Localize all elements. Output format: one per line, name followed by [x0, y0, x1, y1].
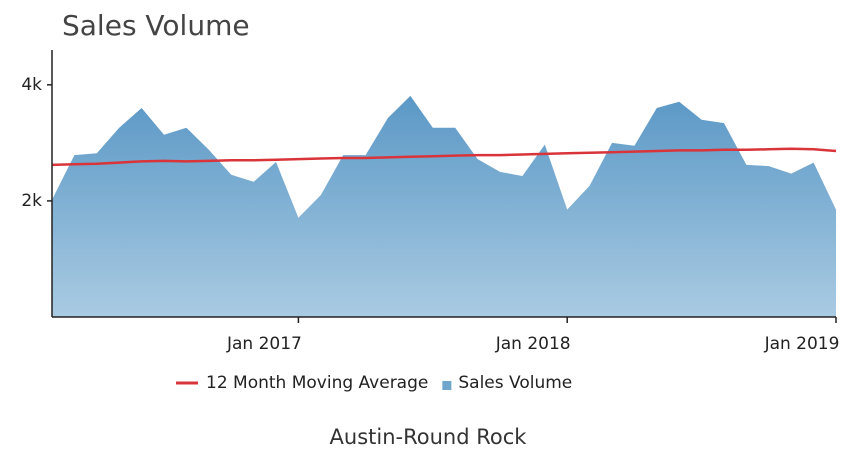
legend-swatch [442, 381, 452, 390]
x-tick-label: Jan 2019 [764, 334, 840, 354]
y-tick-label: 4k [21, 75, 42, 95]
legend-label: 12 Month Moving Average [206, 373, 428, 393]
legend-label: Sales Volume [458, 373, 572, 393]
line [51, 147, 837, 167]
x-tick-label: Jan 2018 [495, 334, 571, 354]
y-tick-label: 2k [21, 191, 42, 211]
chart-title: Sales Volume [62, 9, 250, 42]
x-tick-label: Jan 2017 [226, 334, 302, 354]
area [52, 95, 836, 318]
chart-subtitle: Austin-Round Rock [330, 425, 528, 449]
